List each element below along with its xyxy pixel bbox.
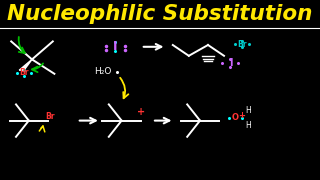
Text: I: I [229, 58, 232, 68]
Text: Br: Br [237, 40, 246, 49]
Text: +: + [137, 107, 145, 117]
Text: O: O [232, 113, 239, 122]
Text: Nucleophilic Substitution: Nucleophilic Substitution [7, 4, 313, 24]
Text: Br: Br [19, 68, 29, 77]
Polygon shape [19, 59, 32, 70]
Text: Br: Br [45, 112, 54, 121]
Text: H: H [245, 106, 251, 115]
Text: +: + [238, 111, 245, 120]
Text: H: H [245, 121, 251, 130]
Text: H₂O: H₂O [94, 68, 111, 76]
Text: I: I [113, 40, 117, 53]
